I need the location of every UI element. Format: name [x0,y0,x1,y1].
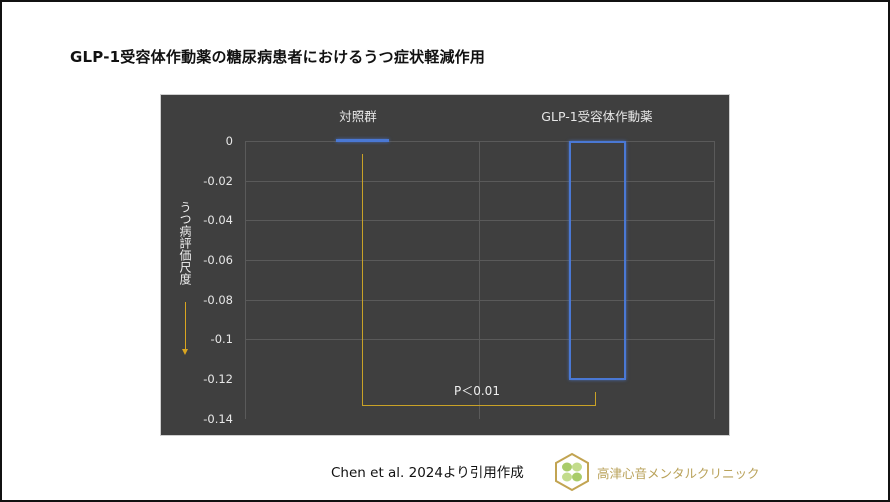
vgridline [714,141,715,419]
vgridline [245,141,246,419]
bracket-bottom [362,405,596,406]
category-label-glp1: GLP-1受容体作動薬 [541,109,653,124]
citation: Chen et al. 2024より引用作成 [331,465,524,481]
arrow-head-icon [182,349,188,355]
clinic-name: 高津心音メンタルクリニック [597,466,760,481]
p-value-annotation: P＜0.01 [454,384,500,398]
bar-chart: 対照群 GLP-1受容体作動薬 0 -0.02 -0.04 -0.06 -0.0… [160,94,730,436]
y-axis: 0 -0.02 -0.04 -0.06 -0.08 -0.1 -0.12 -0.… [161,95,233,435]
category-label-control: 対照群 [339,109,377,124]
y-axis-label: うつ病評価尺度 [178,201,192,285]
down-arrow-icon [185,302,186,350]
y-tick: -0.08 [203,293,233,307]
y-tick: -0.04 [203,213,233,227]
y-tick: -0.14 [203,412,233,426]
y-tick: -0.12 [203,372,233,386]
bar-control [336,139,389,142]
y-tick: -0.06 [203,253,233,267]
y-tick: 0 [225,134,233,148]
bracket-left [362,154,363,406]
vgridline [479,141,480,419]
bracket-right [595,392,596,406]
y-tick: -0.1 [210,332,233,346]
bar-glp1 [569,141,626,380]
slide-title: GLP-1受容体作動薬の糖尿病患者におけるうつ症状軽減作用 [70,48,486,66]
clinic-logo-icon [555,452,589,492]
y-tick: -0.02 [203,174,233,188]
